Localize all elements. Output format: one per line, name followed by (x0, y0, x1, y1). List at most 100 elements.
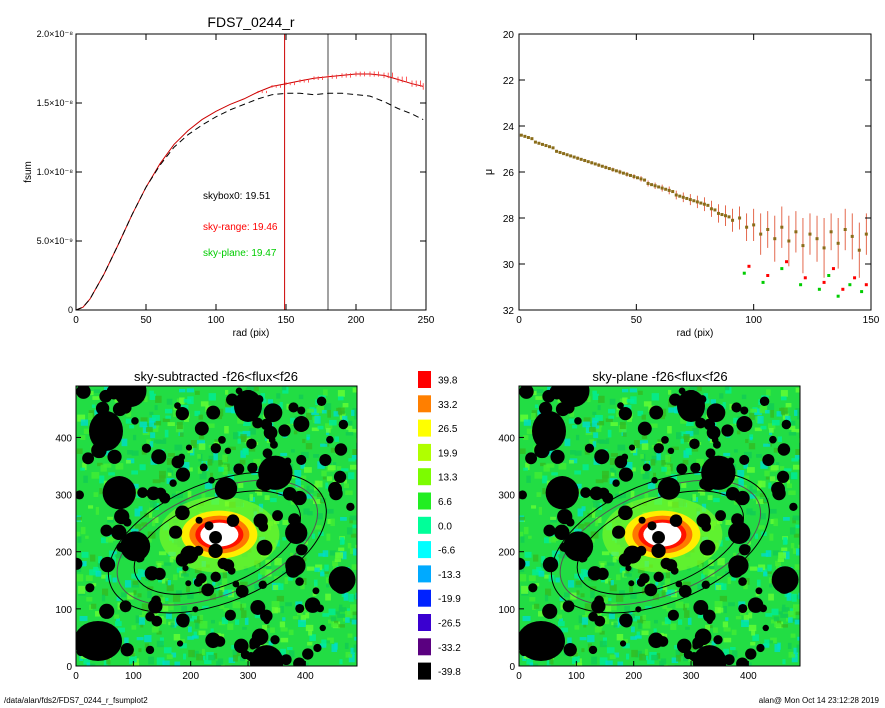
map-noise-pixel (207, 423, 215, 428)
colorbar-swatch (418, 614, 431, 631)
star-mask (723, 654, 735, 666)
map-noise-pixel (300, 475, 307, 481)
mu-point (745, 225, 749, 229)
map-noise-pixel (135, 615, 140, 624)
mu-point (551, 146, 555, 150)
star-mask (623, 545, 642, 564)
mu-point (724, 214, 728, 218)
map-noise-pixel (352, 387, 357, 393)
star-mask (282, 486, 297, 501)
map-noise-pixel (227, 474, 234, 481)
star-mask (648, 632, 664, 649)
star-mask (637, 421, 652, 436)
star-mask (617, 402, 624, 409)
map-noise-pixel (156, 640, 164, 648)
mu-point (540, 142, 544, 146)
map-noise-pixel (131, 625, 137, 630)
map-noise-pixel (750, 511, 756, 516)
star-mask (210, 443, 221, 454)
mu-point (579, 157, 583, 161)
map-noise-pixel (305, 443, 313, 450)
fsum-y-tick-label: 2.0×10⁻⁸ (37, 29, 74, 39)
map-noise-pixel (112, 557, 116, 565)
map-noise-pixel (519, 448, 526, 454)
map-noise-pixel (193, 631, 197, 639)
star-mask (252, 417, 264, 429)
map-noise-pixel (615, 594, 624, 602)
map-noise-pixel (316, 406, 325, 414)
map-noise-pixel (179, 643, 187, 649)
mu-point (646, 182, 650, 185)
map-noise-pixel (770, 619, 777, 624)
map-noise-pixel (666, 608, 673, 612)
map-noise-pixel (751, 629, 756, 636)
map-noise-pixel (630, 591, 637, 599)
map-noise-pixel (642, 621, 651, 629)
map-noise-pixel (222, 466, 228, 475)
colorbar-level-label: 19.9 (438, 448, 458, 459)
map-noise-pixel (149, 393, 156, 400)
mu-point (583, 159, 587, 162)
map-noise-pixel (605, 438, 610, 444)
map-noise-pixel (139, 464, 146, 471)
map-noise-pixel (659, 660, 664, 666)
map-noise-pixel (574, 470, 582, 475)
map-noise-pixel (767, 665, 775, 666)
map-noise-pixel (129, 652, 135, 657)
star-mask (199, 463, 208, 472)
map-noise-pixel (172, 594, 181, 602)
mu-point (625, 172, 629, 176)
map-noise-pixel (777, 642, 781, 650)
map-noise-pixel (666, 589, 672, 597)
star-mask (789, 502, 798, 511)
map-noise-pixel (272, 584, 279, 590)
map-noise-pixel (167, 467, 172, 472)
map-noise-pixel (629, 586, 634, 593)
map-y-tick-label: 100 (55, 605, 72, 616)
fsum-y-tick-label: 0 (68, 305, 73, 315)
map-noise-pixel (725, 519, 731, 525)
map-noise-pixel (723, 605, 727, 614)
map-noise-pixel (188, 626, 192, 633)
star-mask (131, 417, 139, 425)
map-noise-pixel (282, 519, 288, 525)
star-mask (113, 386, 147, 408)
map-x-tick-label: 100 (568, 671, 585, 682)
star-mask (675, 580, 683, 588)
map-noise-pixel (144, 635, 152, 643)
map-noise-pixel (759, 406, 768, 414)
star-mask (271, 474, 279, 482)
mu-y-tick-label: 22 (503, 76, 515, 87)
map-noise-pixel (798, 592, 800, 600)
star-mask (563, 643, 577, 657)
map-noise-pixel (133, 590, 137, 595)
map-noise-pixel (552, 536, 559, 542)
map-noise-pixel (349, 515, 357, 521)
mu-point (593, 162, 597, 166)
map-noise-pixel (754, 411, 762, 415)
map-noise-pixel (328, 608, 336, 616)
map-noise-pixel (749, 485, 753, 492)
map-noise-pixel (313, 499, 321, 505)
mu-point (716, 211, 720, 215)
map-noise-pixel (632, 615, 641, 622)
map-noise-pixel (237, 438, 241, 444)
map-noise-pixel (547, 386, 551, 392)
star-mask (740, 406, 749, 415)
map-noise-pixel (344, 610, 353, 619)
map-noise-pixel (772, 419, 780, 426)
map-noise-pixel (713, 489, 719, 493)
map-noise-pixel (519, 516, 525, 521)
star-mask (696, 513, 711, 528)
map-noise-pixel (276, 595, 285, 602)
map-noise-pixel (590, 531, 599, 539)
map-noise-pixel (533, 554, 539, 562)
mu-point (836, 241, 840, 245)
star-mask (285, 555, 306, 576)
map-noise-pixel (797, 636, 800, 641)
map-noise-pixel (279, 402, 283, 410)
map-noise-pixel (747, 467, 755, 473)
map-noise-pixel (591, 656, 598, 665)
map-noise-pixel (254, 583, 260, 590)
map-noise-pixel (80, 526, 86, 535)
